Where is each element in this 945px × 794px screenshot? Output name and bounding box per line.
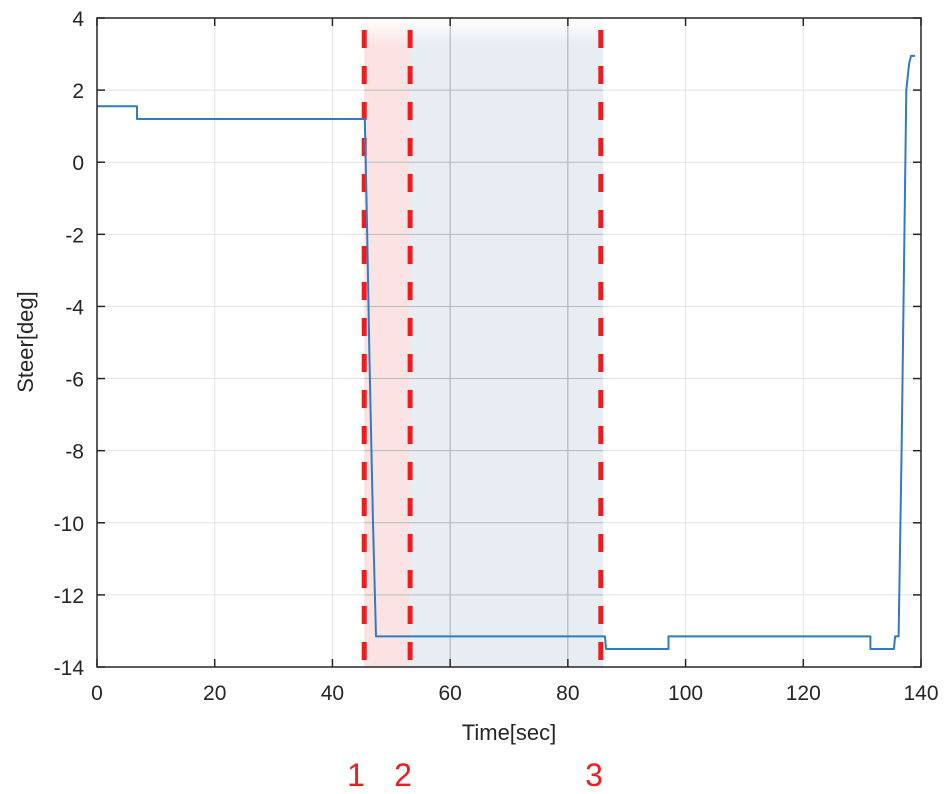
x-tick-label: 140 (903, 682, 938, 705)
x-tick-labels: 0 20 40 60 80 100 120 140 (91, 682, 938, 705)
shaded-regions (364, 18, 604, 667)
x-tick-label: 40 (321, 682, 344, 705)
marker-label-2: 2 (394, 757, 412, 793)
x-tick-label: 0 (91, 682, 103, 705)
shaded-region-1 (364, 18, 411, 667)
steer-series-line (97, 54, 916, 650)
grid-lines (97, 18, 921, 667)
x-tick-label: 60 (438, 682, 461, 705)
y-tick-label: 0 (72, 152, 84, 175)
y-tick-label: -6 (65, 369, 84, 392)
x-tick-label: 120 (786, 682, 821, 705)
y-tick-label: -12 (54, 585, 84, 608)
y-tick-label: -4 (65, 296, 84, 319)
y-tick-label: 2 (72, 80, 84, 103)
axis-ticks (96, 17, 922, 668)
x-axis-label: Time[sec] (462, 720, 557, 745)
y-tick-label: -8 (65, 441, 84, 464)
x-tick-label: 80 (556, 682, 579, 705)
y-tick-label: -14 (54, 657, 85, 680)
shaded-region-2 (410, 18, 604, 667)
plot-frame (96, 17, 922, 668)
y-tick-label: -2 (65, 224, 84, 247)
y-axis-label: Steer[deg] (13, 291, 38, 393)
marker-label-3: 3 (585, 757, 603, 793)
marker-label-1: 1 (347, 757, 365, 793)
y-tick-labels: 4 2 0 -2 -4 -6 -8 -10 -12 -14 (54, 8, 85, 680)
x-tick-label: 20 (203, 682, 226, 705)
x-tick-label: 100 (668, 682, 703, 705)
y-tick-label: 4 (72, 8, 84, 31)
y-tick-label: -10 (54, 513, 84, 536)
